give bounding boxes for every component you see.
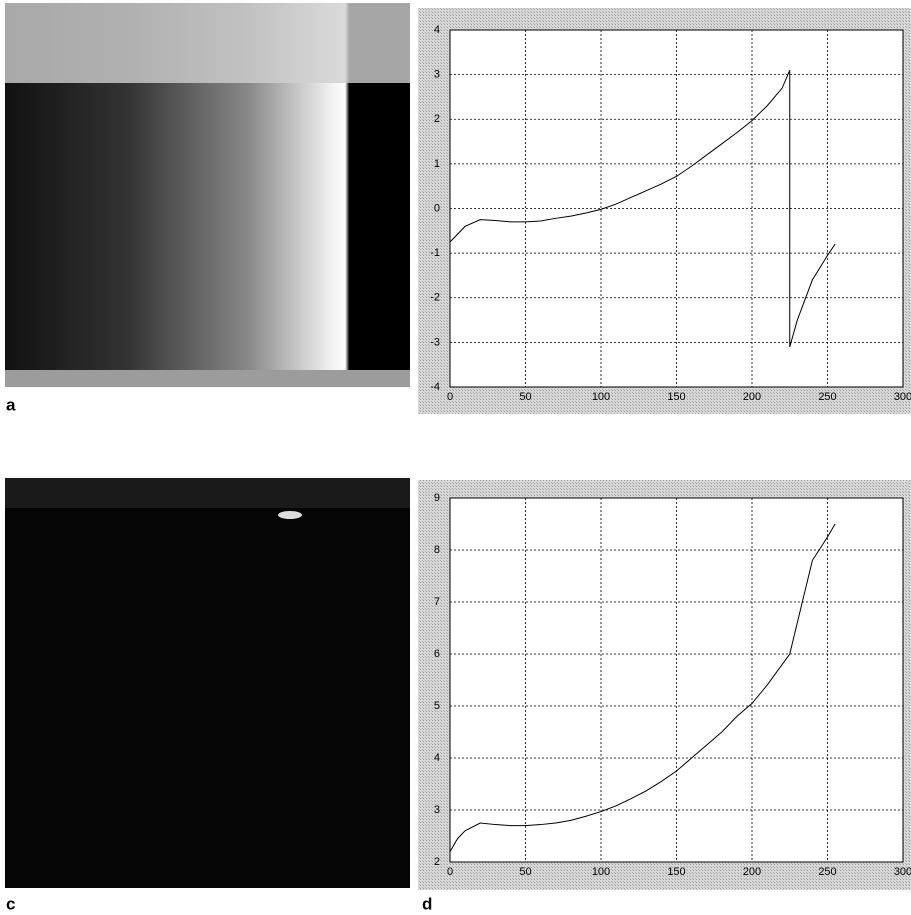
x-tick-label: 250 <box>818 866 836 878</box>
y-tick-label: -1 <box>430 247 440 259</box>
y-tick-label: 8 <box>434 544 440 556</box>
y-tick-label: 2 <box>434 113 440 125</box>
y-tick-label: 1 <box>434 158 440 170</box>
y-tick-label: 4 <box>434 24 440 36</box>
x-tick-label: 100 <box>592 391 610 403</box>
y-tick-label: 3 <box>434 69 440 81</box>
plot-frame <box>449 29 904 388</box>
y-tick-label: 6 <box>434 648 440 660</box>
y-tick-label: -2 <box>430 292 440 304</box>
y-tick-label: -3 <box>430 336 440 348</box>
y-tick-label: 2 <box>434 856 440 868</box>
y-tick-label: 3 <box>434 804 440 816</box>
y-tick-label: 9 <box>434 492 440 504</box>
y-tick-label: 5 <box>434 700 440 712</box>
y-tick-label: -4 <box>430 381 440 393</box>
panel-label: c <box>6 894 15 913</box>
line <box>449 523 836 852</box>
y-tick-label: 4 <box>434 752 440 764</box>
line <box>449 69 836 347</box>
x-tick-label: 100 <box>592 866 610 878</box>
image-c <box>5 478 410 888</box>
x-tick-label: 300 <box>894 391 911 403</box>
x-tick-label: 0 <box>447 866 453 878</box>
x-tick-label: 200 <box>743 391 761 403</box>
x-tick-label: 200 <box>743 866 761 878</box>
x-tick-label: 0 <box>447 391 453 403</box>
x-tick-label: 50 <box>519 866 531 878</box>
image-a <box>5 3 410 387</box>
x-tick-label: 300 <box>894 866 911 878</box>
y-tick-label: 0 <box>434 202 440 214</box>
y-tick-label: 7 <box>434 596 440 608</box>
plot-frame <box>449 497 904 863</box>
panel-label: d <box>422 894 432 913</box>
panel-label: a <box>6 395 16 414</box>
x-tick-label: 150 <box>667 391 685 403</box>
x-tick-label: 50 <box>519 391 531 403</box>
x-tick-label: 250 <box>818 391 836 403</box>
x-tick-label: 150 <box>667 866 685 878</box>
